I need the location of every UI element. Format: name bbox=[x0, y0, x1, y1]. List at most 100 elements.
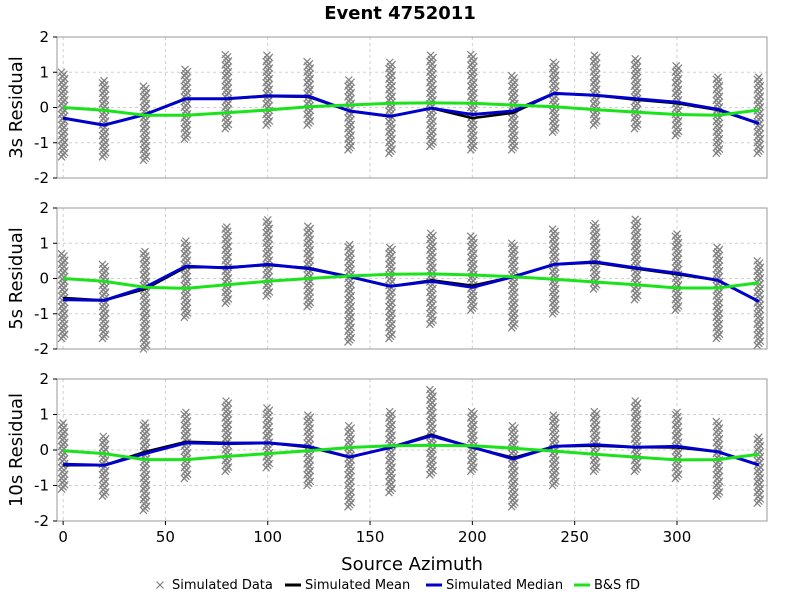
simulated-data-point bbox=[181, 65, 190, 74]
x-tick-label: 0 bbox=[58, 528, 68, 546]
simulated-data-point bbox=[263, 216, 272, 224]
y-tick-label: 0 bbox=[39, 270, 49, 288]
legend-marker bbox=[156, 581, 164, 589]
legend-item-2: Simulated Mean bbox=[285, 578, 410, 593]
legend-item-3: Simulated Median bbox=[426, 578, 563, 593]
simulated-data-point bbox=[100, 76, 108, 85]
simulated-data-point bbox=[303, 411, 312, 420]
bs-fd-line bbox=[62, 101, 759, 117]
simulated-median-line bbox=[63, 260, 760, 303]
figure-title: Event 4752011 bbox=[324, 3, 476, 24]
simulated-data-point bbox=[344, 76, 353, 84]
simulated-data-point bbox=[385, 243, 394, 252]
simulated-data-point bbox=[425, 385, 434, 394]
simulated-data-point bbox=[57, 249, 66, 258]
y-tick-label: -2 bbox=[34, 512, 49, 530]
simulated-data-point bbox=[141, 247, 149, 256]
simulated-data-point bbox=[507, 239, 516, 248]
x-tick-label: 250 bbox=[560, 528, 589, 546]
simulated-data-point bbox=[222, 397, 230, 405]
y-tick-label: 1 bbox=[39, 63, 49, 81]
simulated-data-point bbox=[508, 421, 517, 430]
simulated-data-point bbox=[753, 256, 762, 265]
simulated-data-point bbox=[672, 61, 681, 70]
bs-fd-line bbox=[62, 443, 759, 462]
simulated-data-point bbox=[99, 432, 108, 441]
simulated-data-point bbox=[59, 419, 68, 427]
y-tick-label: -1 bbox=[34, 134, 49, 152]
simulated-data-point bbox=[466, 232, 475, 241]
simulated-data-point bbox=[467, 407, 476, 416]
y-tick-label: -2 bbox=[34, 169, 49, 187]
simulated-data-point bbox=[345, 240, 354, 249]
x-tick-label: 200 bbox=[458, 528, 487, 546]
simulated-data-point bbox=[754, 73, 763, 82]
y-axis-label: 5s Residual bbox=[6, 227, 27, 330]
simulated-data-point bbox=[181, 237, 190, 246]
simulated-data-point bbox=[263, 404, 271, 413]
panel-1: -2 -1 0 1 2 3s Residual bbox=[6, 28, 768, 187]
simulated-data-point bbox=[631, 215, 640, 224]
x-tick-label: 50 bbox=[156, 528, 175, 546]
legend-label: Simulated Median bbox=[446, 578, 563, 593]
simulated-data-point bbox=[507, 71, 516, 80]
y-tick-label: 2 bbox=[39, 28, 49, 46]
simulated-data-point bbox=[57, 68, 66, 77]
simulated-data-point bbox=[385, 58, 394, 67]
simulated-data-point bbox=[303, 222, 312, 231]
y-tick-label: -1 bbox=[34, 305, 49, 323]
legend-label: B&S fD bbox=[594, 578, 640, 593]
simulated-data-point bbox=[673, 408, 681, 417]
simulated-data-point bbox=[344, 421, 353, 430]
simulated-data-point bbox=[631, 54, 640, 63]
simulated-data-point bbox=[139, 82, 148, 91]
legend-label: Simulated Data bbox=[172, 578, 273, 593]
simulated-data-point bbox=[713, 243, 722, 252]
simulated-data-point bbox=[141, 419, 149, 427]
x-axis-label: Source Azimuth bbox=[341, 554, 483, 575]
simulated-data-point bbox=[673, 230, 681, 239]
legend-label: Simulated Mean bbox=[305, 578, 410, 593]
legend-item-4: B&S fD bbox=[574, 578, 640, 593]
panel-3: -2 -1 0 1 2 10s Residual 0 50 100 150 200 250 300 bbox=[6, 370, 768, 546]
simulated-data-point bbox=[221, 50, 230, 59]
simulated-data-point bbox=[591, 219, 600, 228]
simulated-data-point bbox=[303, 57, 311, 66]
simulated-data-point bbox=[385, 407, 394, 416]
panel-2: -2 -1 0 1 2 5s Residual bbox=[6, 199, 768, 358]
x-tick-label: 150 bbox=[356, 528, 385, 546]
bs-fd-line bbox=[62, 272, 759, 290]
simulated-data-point bbox=[713, 73, 722, 82]
y-tick-label: -2 bbox=[34, 340, 49, 358]
y-tick-label: 1 bbox=[39, 234, 49, 252]
simulated-data-point bbox=[590, 51, 599, 60]
y-tick-label: 0 bbox=[39, 441, 49, 459]
simulated-data-points bbox=[57, 385, 765, 515]
simulated-data-point bbox=[222, 223, 231, 231]
legend-item-1: Simulated Data bbox=[156, 578, 273, 593]
simulated-median-line bbox=[63, 434, 760, 467]
simulated-data-point bbox=[426, 229, 435, 238]
simulated-data-point bbox=[549, 58, 558, 67]
simulated-data-point bbox=[712, 417, 721, 426]
panels-group: -2 -1 0 1 2 3s Residual -2 -1 0 1 2 5s Residual -2 -1… bbox=[6, 28, 768, 546]
simulated-data-point bbox=[263, 51, 271, 60]
simulated-data-points bbox=[57, 215, 765, 353]
y-axis-label: 3s Residual bbox=[6, 56, 27, 159]
y-tick-label: 0 bbox=[39, 99, 49, 117]
y-axis-label: 10s Residual bbox=[6, 393, 27, 507]
simulated-data-point bbox=[631, 397, 640, 405]
simulated-data-point bbox=[98, 260, 107, 269]
legend: Simulated Data Simulated Mean Simulated Me… bbox=[156, 578, 640, 593]
x-tick-label: 100 bbox=[253, 528, 282, 546]
y-tick-label: 2 bbox=[39, 199, 49, 217]
simulated-data-point bbox=[754, 433, 763, 442]
simulated-data-point bbox=[181, 408, 190, 417]
x-tick-label: 300 bbox=[663, 528, 692, 546]
simulated-data-point bbox=[466, 50, 475, 59]
simulated-data-point bbox=[590, 407, 599, 416]
simulated-data-point bbox=[426, 51, 435, 60]
y-tick-label: 1 bbox=[39, 406, 49, 424]
y-tick-label: -1 bbox=[34, 477, 49, 495]
